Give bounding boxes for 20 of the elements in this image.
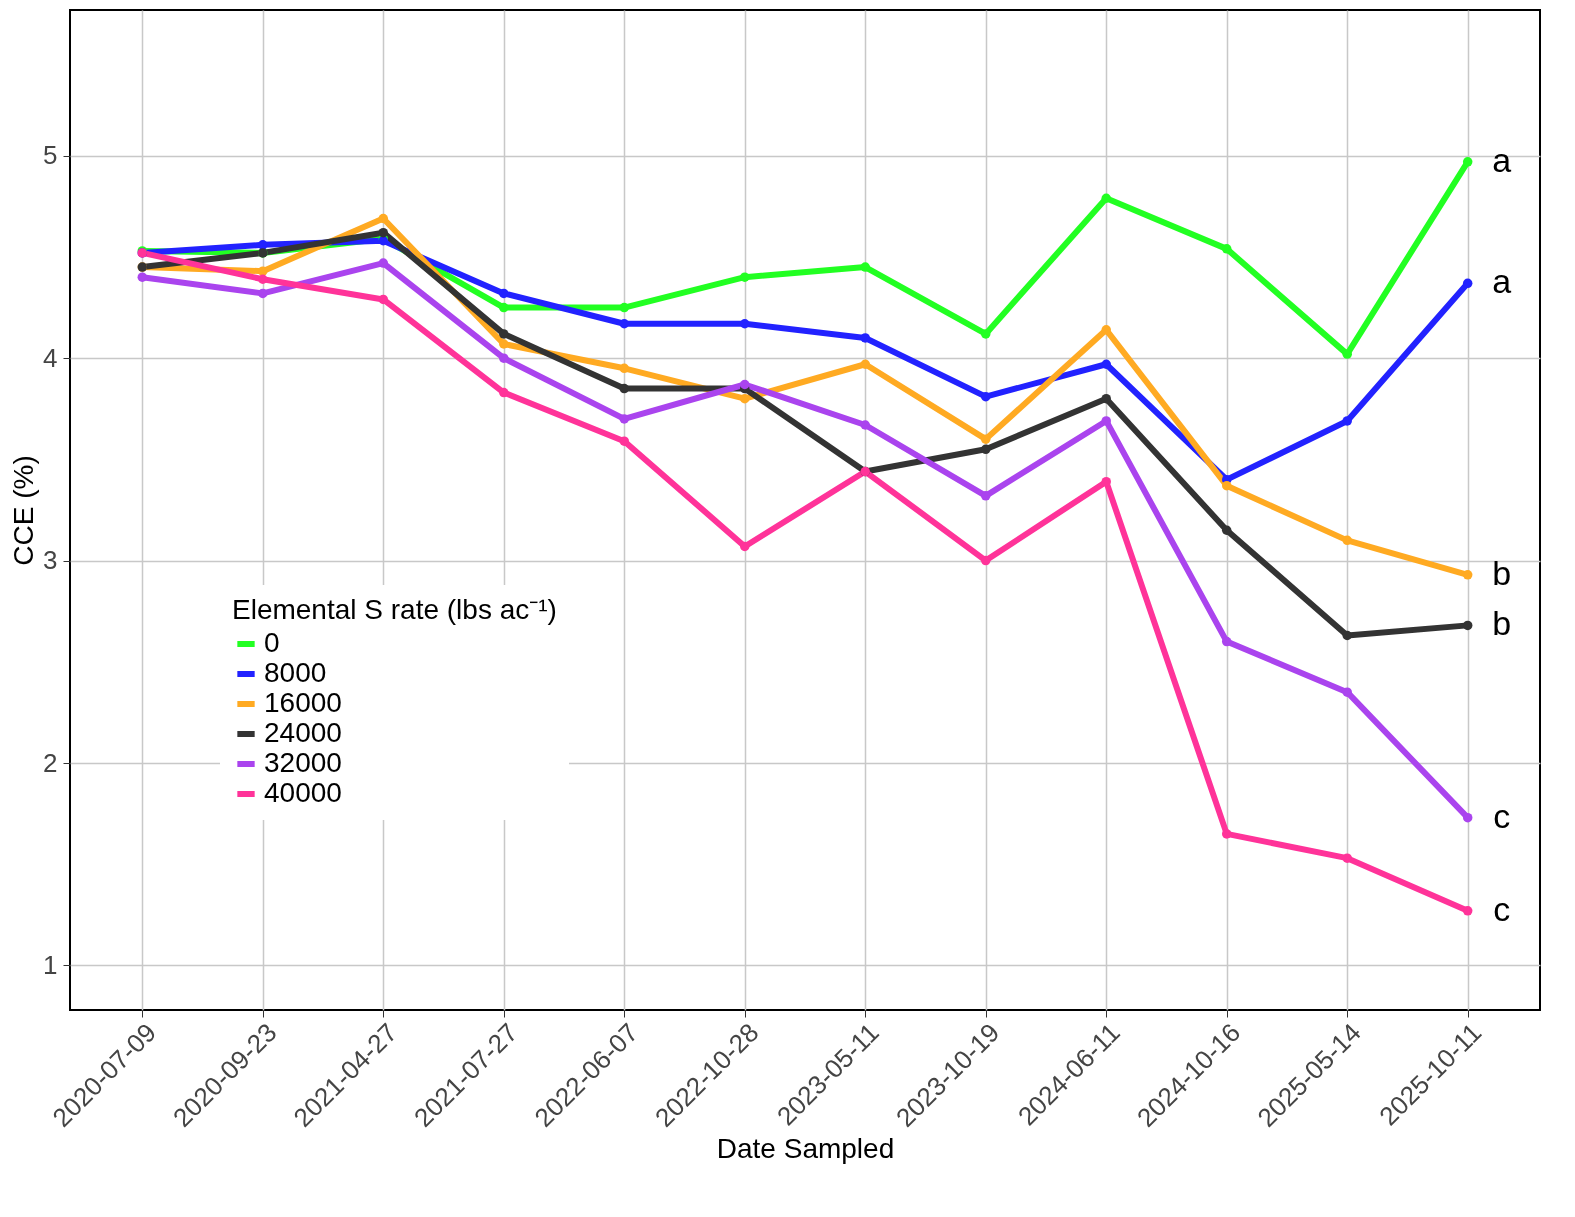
annotation: c	[1493, 796, 1511, 835]
legend-label: 32000	[264, 747, 342, 778]
legend-title: Elemental S rate (lbs ac⁻¹)	[232, 594, 557, 625]
annotation: a	[1492, 140, 1512, 179]
y-tick-label: 5	[43, 140, 58, 171]
annotation: a	[1492, 262, 1512, 301]
y-tick-label: 2	[43, 747, 58, 778]
legend-label: 16000	[264, 687, 342, 718]
legend-label: 24000	[264, 717, 342, 748]
legend-label: 0	[264, 627, 280, 658]
y-tick-label: 1	[43, 949, 58, 980]
x-axis-title: Date Sampled	[716, 1132, 895, 1164]
legend-label: 40000	[264, 777, 342, 808]
y-tick-label: 4	[43, 342, 58, 373]
y-tick-label: 3	[43, 545, 58, 576]
annotation: b	[1492, 604, 1512, 643]
legend-label: 8000	[264, 657, 327, 688]
annotation: c	[1493, 889, 1511, 928]
annotation: b	[1492, 553, 1512, 592]
y-axis-title: CCE (%)	[8, 455, 40, 566]
